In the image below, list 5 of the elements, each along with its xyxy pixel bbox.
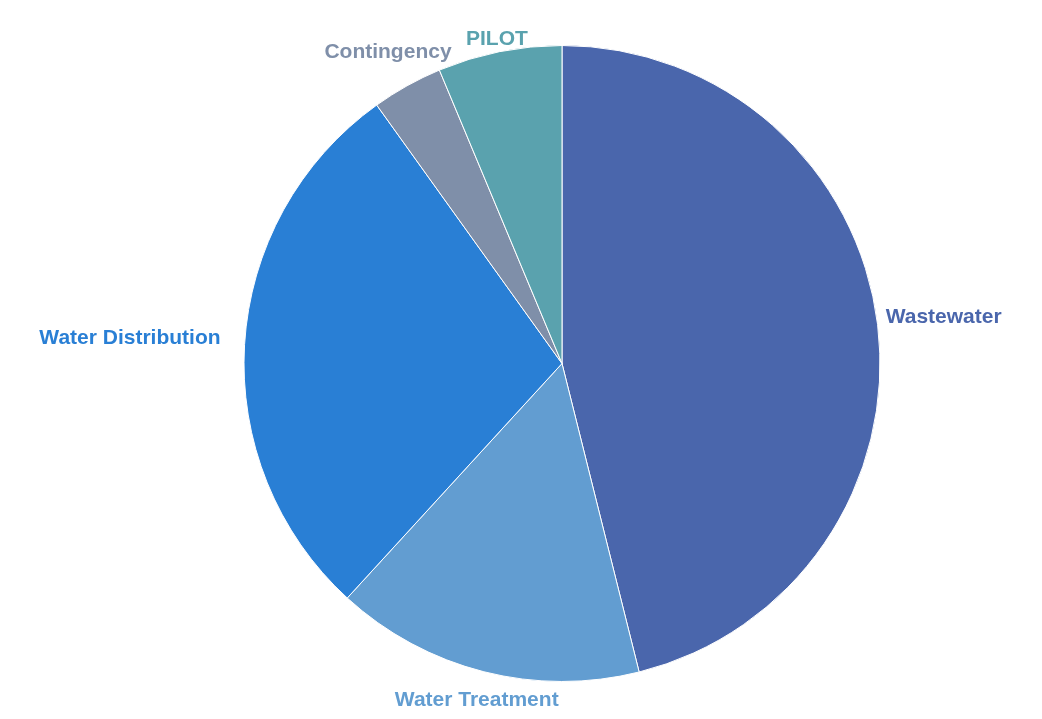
slice-label: Contingency bbox=[324, 38, 452, 62]
slice-label: Water Distribution bbox=[39, 324, 221, 348]
slice-label: Wastewater bbox=[885, 303, 1002, 327]
slice-label: Water Treatment bbox=[394, 686, 559, 710]
slice-label: PILOT bbox=[466, 26, 529, 50]
